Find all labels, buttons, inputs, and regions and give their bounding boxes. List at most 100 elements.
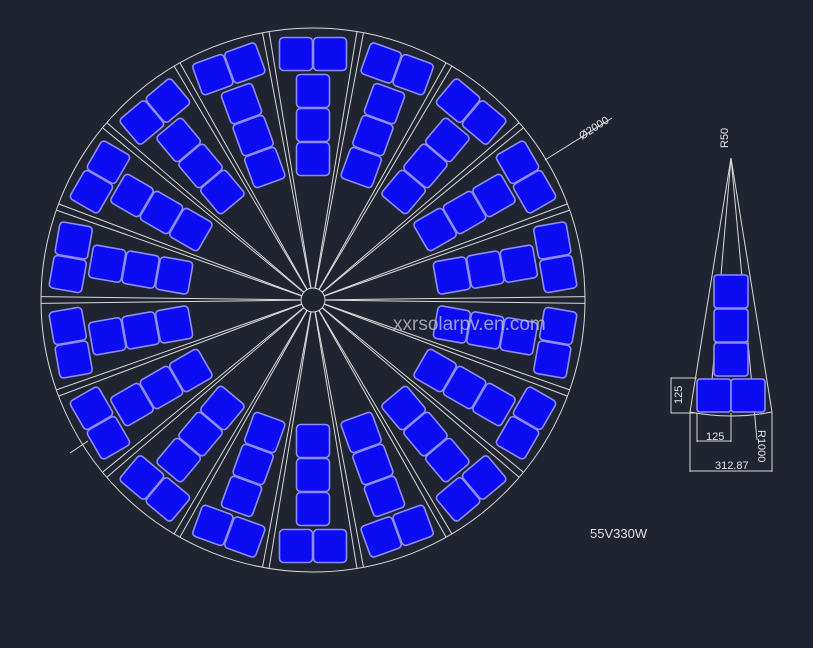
sector-line xyxy=(314,31,358,289)
solar-panel xyxy=(533,221,572,260)
panel-sector xyxy=(340,411,434,558)
panel-sector xyxy=(119,78,245,215)
solar-panel xyxy=(312,36,348,72)
solar-panel xyxy=(432,256,472,295)
solar-panel xyxy=(156,437,202,483)
solar-panel xyxy=(363,82,406,125)
solar-panel xyxy=(87,317,127,356)
sector-line xyxy=(262,311,312,568)
solar-panel xyxy=(278,528,314,564)
apex-label: R50 xyxy=(719,128,731,148)
solar-panel xyxy=(224,42,266,84)
panel-sector xyxy=(69,348,213,460)
solar-panel xyxy=(512,169,557,214)
solar-panel xyxy=(392,504,434,547)
height-dim xyxy=(670,377,697,414)
solar-panel xyxy=(169,348,213,393)
solar-panel xyxy=(69,386,114,431)
sector-line xyxy=(324,303,570,391)
solar-panel xyxy=(312,528,348,564)
solar-panel xyxy=(461,455,507,500)
detail-panel xyxy=(713,308,749,343)
solar-panel xyxy=(352,443,394,486)
solar-panel xyxy=(220,475,263,518)
solar-panel xyxy=(192,504,234,547)
panel-sector xyxy=(381,78,507,215)
solar-panel xyxy=(381,169,427,215)
circular-array xyxy=(40,27,586,573)
solar-panel xyxy=(139,365,184,410)
solar-panel xyxy=(466,250,505,289)
sector-line xyxy=(102,127,305,293)
solar-panel xyxy=(442,190,487,235)
solar-panel xyxy=(178,411,223,457)
solar-panel xyxy=(435,476,481,522)
panel-sector xyxy=(432,305,578,379)
solar-panel xyxy=(48,254,88,294)
solar-panel xyxy=(295,73,331,109)
detail-panel xyxy=(730,378,766,413)
solar-panel xyxy=(232,443,274,486)
sector-line xyxy=(314,311,364,568)
panel-sector xyxy=(119,385,245,522)
sector-line xyxy=(58,303,302,397)
solar-panel xyxy=(110,173,154,218)
width-label: 125 xyxy=(706,431,724,443)
solar-panel xyxy=(381,385,427,431)
solar-panel xyxy=(424,437,470,483)
solar-panel xyxy=(461,100,507,145)
sector-line xyxy=(268,311,312,569)
sector-line xyxy=(321,122,520,293)
solar-panel xyxy=(340,146,383,189)
sector-line xyxy=(318,62,447,290)
panel-sector xyxy=(278,36,348,177)
sector-line xyxy=(321,127,524,293)
panel-sector xyxy=(48,305,194,379)
solar-panel xyxy=(121,311,160,350)
sector-line xyxy=(106,307,305,478)
sector-line xyxy=(56,303,302,391)
solar-panel xyxy=(413,348,457,393)
sector-line xyxy=(268,31,312,289)
solar-panel xyxy=(512,386,557,431)
detail-panel xyxy=(696,378,732,413)
module-spec-label: 55V330W xyxy=(590,526,648,541)
panel-sector xyxy=(432,221,578,295)
solar-panel xyxy=(54,221,93,260)
panel-sector xyxy=(278,423,348,564)
panel-sector xyxy=(413,348,557,460)
solar-panel xyxy=(224,516,266,558)
solar-panel xyxy=(432,305,472,344)
solar-panel xyxy=(87,244,127,283)
solar-panel xyxy=(110,382,154,427)
sector-line xyxy=(324,296,585,301)
solar-panel xyxy=(199,169,245,215)
solar-panel xyxy=(413,207,457,252)
solar-panel xyxy=(340,411,383,454)
sector-line xyxy=(324,209,570,297)
sector-line xyxy=(58,203,302,297)
diameter-label: Ø2000 xyxy=(577,114,611,142)
solar-panel xyxy=(295,491,331,527)
solar-panel xyxy=(69,169,114,214)
sector-line xyxy=(106,122,305,293)
solar-panel xyxy=(424,117,470,163)
solar-panel xyxy=(154,256,194,295)
solar-panel xyxy=(119,455,165,500)
hub-circle xyxy=(300,287,326,313)
watermark: xxrsolarpv.en.com xyxy=(393,314,546,335)
sector-line xyxy=(179,62,308,290)
height-label: 125 xyxy=(673,386,685,404)
detail-panel xyxy=(713,342,749,377)
solar-panel xyxy=(295,423,331,459)
solar-panel xyxy=(48,306,88,346)
solar-panel xyxy=(472,173,516,218)
solar-panel xyxy=(435,78,481,124)
detail-edge-right xyxy=(730,157,773,413)
sector-line xyxy=(314,311,358,569)
solar-panel xyxy=(86,140,131,185)
sector-line xyxy=(173,310,308,535)
solar-panel xyxy=(472,382,516,427)
sector-detail: 125 125 312.87 R1000 R50 xyxy=(670,128,773,472)
